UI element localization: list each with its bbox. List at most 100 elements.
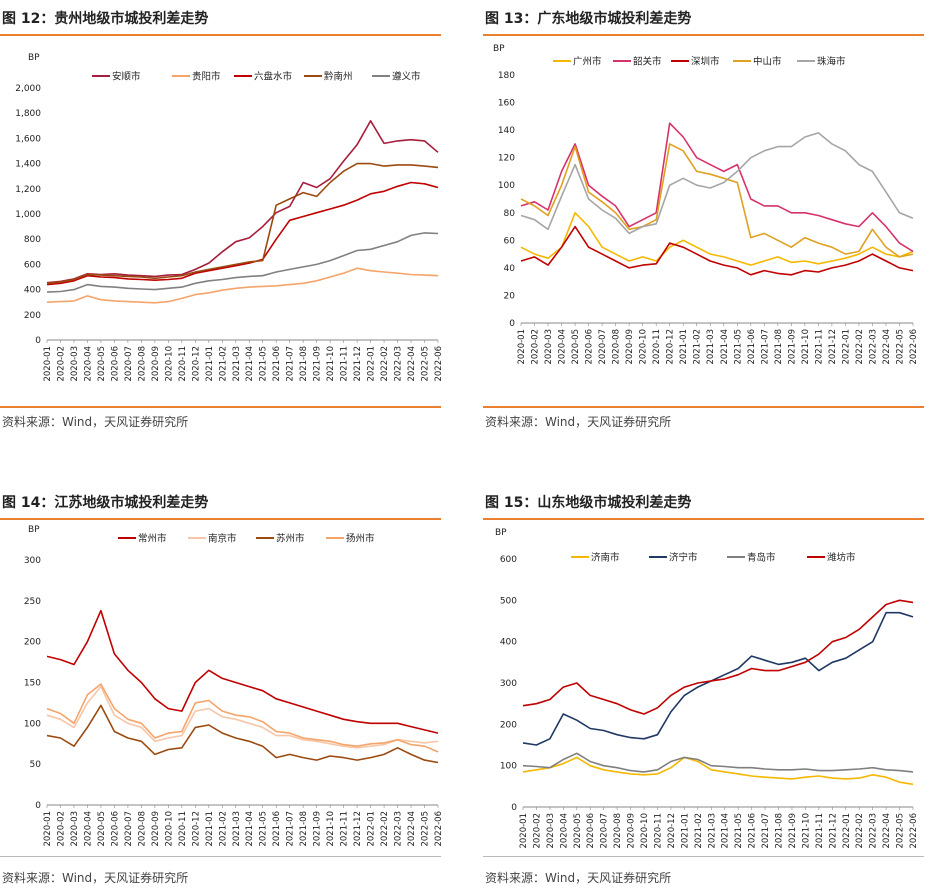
x-tick-label: 2021-07	[761, 813, 771, 849]
x-tick-label: 2020-02	[531, 329, 541, 365]
x-tick-label: 2020-09	[151, 811, 161, 847]
legend-label: 广州市	[573, 56, 602, 68]
x-tick-label: 2020-04	[558, 329, 568, 365]
line-chart: BP 0 50 100 150 200 250 300 2020-01 2020-02 2020-0…	[24, 525, 441, 847]
y-axis-label: BP	[493, 44, 505, 54]
x-tick-label: 2021-11	[814, 329, 824, 365]
y-tick-label: 100	[498, 181, 515, 191]
x-tick-label: 2022-06	[434, 346, 441, 382]
title-divider	[0, 34, 441, 36]
x-tick-label: 2021-12	[828, 329, 838, 365]
x-tick-label: 2020-08	[612, 329, 622, 365]
series-line	[46, 704, 439, 764]
x-tick-label: 2021-06	[272, 811, 282, 847]
y-tick-label: 1,600	[15, 134, 41, 144]
x-tick-label: 2020-05	[573, 813, 583, 849]
x-tick-label: 2020-09	[151, 346, 161, 382]
y-tick-label: 1,800	[15, 109, 41, 119]
x-tick-label: 2020-08	[137, 811, 147, 847]
y-tick-label: 2,000	[15, 84, 41, 94]
x-tick-label: 2021-02	[218, 811, 228, 847]
x-tick-label: 2021-08	[775, 813, 785, 849]
x-tick-label: 2022-01	[841, 329, 851, 365]
y-tick-label: 100	[500, 762, 517, 772]
series-line	[46, 232, 439, 293]
x-tick-label: 2020-03	[70, 346, 80, 382]
x-tick-label: 2021-03	[232, 811, 242, 847]
legend-label: 遵义市	[392, 71, 421, 83]
x-tick-label: 2022-04	[882, 813, 892, 849]
x-tick-label: 2021-02	[694, 813, 704, 849]
x-tick-label: 2022-01	[367, 811, 377, 847]
legend-label: 南京市	[208, 533, 237, 545]
x-tick-label: 2022-03	[394, 346, 404, 382]
y-tick-label: 1,400	[15, 160, 41, 170]
source-divider	[0, 856, 441, 857]
x-tick-label: 2021-10	[326, 811, 336, 847]
x-tick-label: 2021-04	[245, 811, 255, 847]
y-tick-label: 0	[509, 319, 515, 329]
series-line	[46, 162, 439, 285]
y-tick-label: 400	[500, 638, 517, 648]
x-tick-label: 2020-04	[83, 346, 93, 382]
x-tick-label: 2020-06	[110, 346, 120, 382]
x-tick-label: 2020-03	[544, 329, 554, 365]
x-tick-label: 2021-12	[353, 811, 363, 847]
chart-title: 图 12：贵州地级市城投利差走势	[2, 11, 209, 27]
y-tick-label: 80	[504, 209, 516, 219]
x-tick-label: 2021-09	[788, 813, 798, 849]
x-tick-label: 2020-05	[97, 811, 107, 847]
y-tick-label: 800	[24, 235, 41, 245]
x-tick-label: 2022-02	[380, 811, 390, 847]
x-tick-label: 2021-07	[286, 346, 296, 382]
y-tick-label: 180	[498, 71, 515, 81]
x-tick-label: 2020-10	[639, 329, 649, 365]
x-tick-label: 2020-10	[164, 811, 174, 847]
x-tick-label: 2020-06	[585, 329, 595, 365]
y-tick-label: 150	[24, 679, 41, 689]
legend-label: 青岛市	[747, 552, 776, 564]
x-tick-label: 2022-06	[909, 813, 919, 849]
x-tick-label: 2021-12	[828, 813, 838, 849]
x-tick-label: 2021-03	[707, 813, 717, 849]
x-tick-label: 2021-01	[205, 811, 215, 847]
y-tick-label: 250	[24, 597, 41, 607]
x-tick-label: 2020-06	[586, 813, 596, 849]
line-chart: BP 0 20 40 60 80 100 120 140 160 180 2020-01 2020-02…	[493, 44, 919, 365]
x-tick-label: 2022-06	[909, 329, 919, 365]
x-tick-label: 2021-11	[815, 813, 825, 849]
legend-label: 扬州市	[346, 533, 375, 545]
y-tick-label: 0	[511, 803, 517, 813]
source-divider	[483, 406, 924, 408]
line-chart: BP 0 100 200 300 400 500 600 2020-01 2020-02 2020-…	[495, 528, 919, 849]
y-tick-label: 160	[498, 99, 515, 109]
y-tick-label: 300	[500, 679, 517, 689]
source-note: 资料来源：Wind，天风证券研究所	[485, 871, 672, 885]
x-tick-label: 2020-10	[164, 346, 174, 382]
y-tick-label: 120	[498, 154, 515, 164]
legend-label: 深圳市	[691, 56, 720, 68]
x-tick-label: 2022-06	[434, 811, 441, 847]
chart-title: 图 15：山东地级市城投利差走势	[485, 495, 692, 511]
x-tick-label: 2022-04	[407, 811, 417, 847]
x-tick-label: 2022-01	[842, 813, 852, 849]
x-tick-label: 2020-07	[598, 329, 608, 365]
series-line	[520, 122, 914, 253]
x-tick-label: 2020-05	[97, 346, 107, 382]
source-note: 资料来源：Wind，天风证券研究所	[485, 415, 672, 429]
series-line	[522, 756, 914, 786]
series-line	[46, 683, 439, 753]
x-tick-label: 2020-01	[43, 346, 53, 382]
x-tick-label: 2020-12	[191, 346, 201, 382]
x-tick-label: 2022-05	[421, 346, 431, 382]
source-note: 资料来源：Wind，天风证券研究所	[2, 415, 189, 429]
chart-title: 图 14：江苏地级市城投利差走势	[2, 495, 209, 511]
series-line	[46, 685, 439, 749]
x-tick-label: 2022-04	[882, 329, 892, 365]
y-tick-label: 0	[35, 336, 41, 346]
x-tick-label: 2021-06	[747, 329, 757, 365]
x-tick-label: 2021-09	[313, 346, 323, 382]
x-tick-label: 2021-07	[760, 329, 770, 365]
y-tick-label: 600	[500, 555, 517, 565]
legend-label: 韶关市	[633, 56, 662, 68]
